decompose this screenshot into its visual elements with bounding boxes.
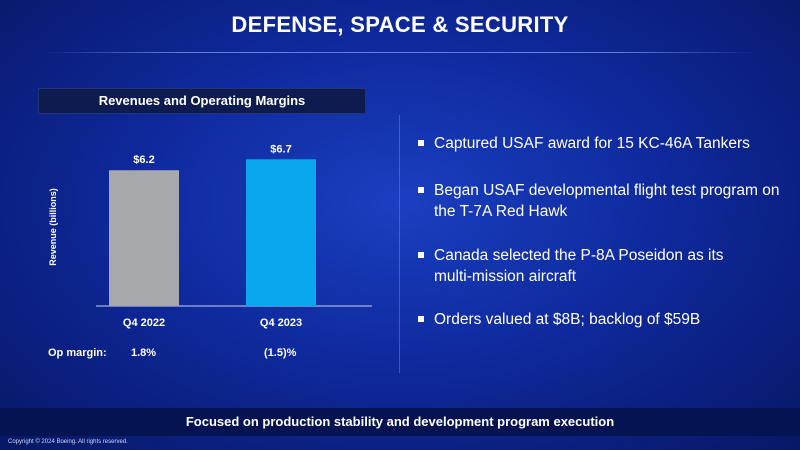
bar-q4-2022 (109, 170, 179, 306)
bullet-item: Orders valued at $8B; backlog of $59B (416, 309, 786, 330)
title-divider (40, 52, 760, 53)
slide-title: DEFENSE, SPACE & SECURITY (231, 12, 569, 37)
bullet-item: Captured USAF award for 15 KC-46A Tanker… (416, 133, 786, 154)
value-label: $6.7 (270, 143, 291, 155)
bullet-text: Began USAF developmental flight test pro… (434, 182, 780, 220)
bar-q4-2023 (246, 159, 316, 306)
revenue-bar-chart: $6.2 Q4 2022 $6.7 Q4 2023 (96, 143, 372, 329)
value-label: $6.2 (133, 154, 154, 166)
bullet-square-icon (418, 252, 424, 258)
bullet-item: Began USAF developmental flight test pro… (416, 180, 786, 222)
y-axis-label: Revenue (billions) (48, 188, 58, 266)
op-margin-q4-2022: 1.8% (131, 347, 157, 359)
bullet-square-icon (418, 187, 424, 193)
footer-banner: Focused on production stability and deve… (0, 408, 800, 436)
copyright-text: Copyright © 2024 Boeing. All rights rese… (8, 439, 128, 445)
op-margin-q4-2023: (1.5)% (264, 347, 297, 359)
bullet-square-icon (418, 140, 424, 146)
bullet-square-icon (418, 316, 424, 322)
bullet-item: Canada selected the P-8A Poseidon as its… (416, 245, 726, 287)
x-tick-label: Q4 2023 (260, 317, 302, 329)
op-margin-label: Op margin: (48, 347, 107, 359)
bullet-text: Canada selected the P-8A Poseidon as its… (434, 247, 724, 285)
chart-title: Revenues and Operating Margins (38, 88, 366, 114)
bullet-text: Captured USAF award for 15 KC-46A Tanker… (434, 135, 750, 152)
x-tick-label: Q4 2022 (123, 317, 165, 329)
bullet-text: Orders valued at $8B; backlog of $59B (434, 311, 701, 328)
column-divider (399, 115, 400, 373)
